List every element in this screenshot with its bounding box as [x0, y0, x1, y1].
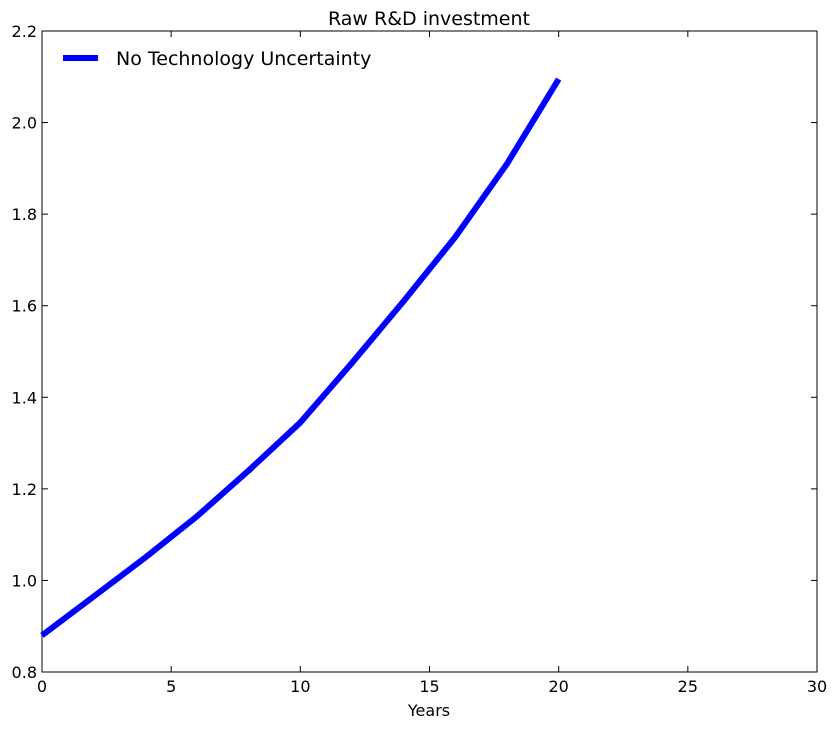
y-tick-label: 1.4	[12, 388, 37, 407]
x-tick-label: 25	[678, 677, 698, 696]
chart-title: Raw R&D investment	[328, 8, 530, 30]
x-tick-label: 10	[290, 677, 310, 696]
legend-label-no-technology-uncertainty: No Technology Uncertainty	[116, 48, 371, 70]
y-tick-label: 2.0	[12, 114, 37, 133]
ticks-layer: 0 5 10 15 20 25 30 0.8 1.0 1.2 1.4 1.6 1.8 2.0 2.2	[12, 22, 828, 696]
y-tick-label: 0.8	[12, 663, 37, 682]
x-axis-label: Years	[407, 701, 450, 720]
x-tick-label: 5	[166, 677, 176, 696]
y-tick-label: 2.2	[12, 22, 37, 41]
x-tick-label: 0	[37, 677, 47, 696]
plot-frame	[41, 30, 818, 673]
x-tick-label: 30	[807, 677, 827, 696]
series-layer	[40, 77, 562, 638]
legend: No Technology Uncertainty	[63, 48, 371, 70]
x-tick-label: 20	[548, 677, 568, 696]
y-tick-label: 1.6	[12, 297, 37, 316]
y-tick-label: 1.8	[12, 205, 37, 224]
y-tick-label: 1.2	[12, 480, 37, 499]
series-line-no-technology-uncertainty	[40, 77, 562, 638]
y-tick-label: 1.0	[12, 571, 37, 590]
plot-area	[41, 30, 818, 673]
x-tick-label: 15	[419, 677, 439, 696]
